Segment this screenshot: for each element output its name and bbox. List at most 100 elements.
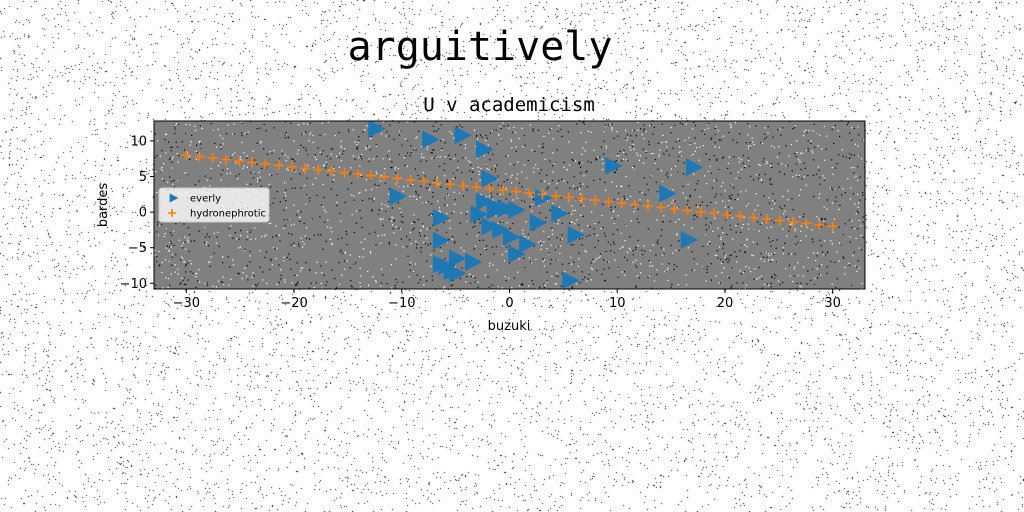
scatter-point-hydronephrotic xyxy=(761,214,772,225)
scatter-point-everly xyxy=(605,156,623,175)
scatter-point-hydronephrotic xyxy=(497,185,508,196)
x-tick-label: −10 xyxy=(388,296,415,311)
scatter-point-hydronephrotic xyxy=(234,156,245,167)
scatter-point-everly xyxy=(502,228,521,247)
scatter-point-hydronephrotic xyxy=(748,212,759,223)
x-axis-label: buzuki xyxy=(488,319,531,334)
scatter-point-everly xyxy=(659,184,677,203)
scatter-point-everly xyxy=(481,169,499,188)
scatter-point-hydronephrotic xyxy=(550,190,561,201)
scatter-point-everly xyxy=(567,225,585,244)
scatter-point-hydronephrotic xyxy=(656,202,667,213)
scatter-point-hydronephrotic xyxy=(590,195,601,206)
scatter-point-hydronephrotic xyxy=(418,176,429,187)
x-tick-label: 0 xyxy=(505,296,513,311)
scatter-point-hydronephrotic xyxy=(629,199,640,210)
scatter-point-everly xyxy=(562,271,580,289)
scatter-point-hydronephrotic xyxy=(563,192,574,203)
scatter-point-everly xyxy=(449,249,467,268)
legend-box xyxy=(158,187,270,223)
scatter-point-everly xyxy=(519,235,537,254)
x-tick-label: 10 xyxy=(609,296,626,311)
scatter-point-everly xyxy=(389,187,408,206)
chart-title: U v academicism xyxy=(423,94,595,116)
scatter-point-hydronephrotic xyxy=(577,193,587,204)
scatter-point-everly xyxy=(680,230,699,249)
scatter-point-hydronephrotic xyxy=(484,183,495,194)
scatter-point-hydronephrotic xyxy=(827,221,838,232)
scatter-point-hydronephrotic xyxy=(695,206,706,217)
scatter-point-hydronephrotic xyxy=(405,174,416,185)
scatter-point-hydronephrotic xyxy=(260,158,271,169)
scatter-point-everly xyxy=(432,208,451,227)
scatter-point-hydronephrotic xyxy=(524,187,535,198)
y-axis: −10 −5 0 5 10 xyxy=(120,134,154,292)
scatter-point-everly xyxy=(551,204,569,223)
scatter-point-everly xyxy=(486,197,505,216)
scatter-point-hydronephrotic xyxy=(643,200,654,211)
x-tick-label: 30 xyxy=(824,296,841,311)
scatter-point-hydronephrotic xyxy=(207,153,218,164)
y-tick-label: −5 xyxy=(128,241,147,256)
scatter-point-hydronephrotic xyxy=(273,160,284,171)
scatter-point-hydronephrotic xyxy=(352,169,363,180)
scatter-point-hydronephrotic xyxy=(788,217,799,228)
scatter-point-hydronephrotic xyxy=(603,196,614,207)
scatter-point-everly xyxy=(475,140,494,159)
x-axis: −30 −20 −10 0 10 20 30 xyxy=(173,289,841,311)
scatter-point-everly xyxy=(454,126,472,145)
scatter-point-everly xyxy=(508,200,526,219)
scatter-point-hydronephrotic xyxy=(537,189,548,200)
scatter-point-hydronephrotic xyxy=(471,182,482,193)
legend-label: everly xyxy=(190,194,221,205)
scatter-point-hydronephrotic xyxy=(708,208,719,219)
scatter-point-everly xyxy=(508,245,526,264)
y-tick-label: 0 xyxy=(139,206,147,221)
scatter-point-hydronephrotic xyxy=(722,209,733,220)
x-tick-label: −30 xyxy=(173,296,200,311)
x-tick-label: −20 xyxy=(280,296,307,311)
scatter-point-hydronephrotic xyxy=(313,164,324,175)
y-tick-label: 5 xyxy=(139,170,147,185)
scatter-point-hydronephrotic xyxy=(682,205,693,216)
scatter-point-hydronephrotic xyxy=(814,219,825,230)
scatter-point-hydronephrotic xyxy=(801,218,812,229)
scatter-point-hydronephrotic xyxy=(247,157,258,168)
scatter-point-hydronephrotic xyxy=(458,180,469,191)
figure-suptitle: arguitively xyxy=(347,24,613,70)
y-tick-label: 10 xyxy=(130,134,147,149)
legend: everly hydronephrotic xyxy=(158,187,270,223)
scatter-point-hydronephrotic xyxy=(365,170,376,181)
legend-marker-everly xyxy=(169,193,179,203)
scatter-point-everly xyxy=(481,217,499,236)
x-tick-label: 20 xyxy=(717,296,734,311)
scatter-point-hydronephrotic xyxy=(286,161,297,172)
scatter-point-everly xyxy=(470,205,488,224)
scatter-point-hydronephrotic xyxy=(220,154,231,165)
scatter-point-hydronephrotic xyxy=(181,150,192,161)
y-tick-label: −10 xyxy=(120,277,147,292)
scatter-point-hydronephrotic xyxy=(300,163,311,174)
scatter-point-everly xyxy=(449,264,467,283)
scatter-point-hydronephrotic xyxy=(392,173,403,184)
scatter-point-hydronephrotic xyxy=(735,211,746,222)
scatter-point-everly xyxy=(529,213,548,232)
scatter-point-hydronephrotic xyxy=(339,167,350,178)
scatter-point-hydronephrotic xyxy=(326,166,337,177)
scatter-point-everly xyxy=(432,231,451,250)
scatter-point-hydronephrotic xyxy=(445,179,456,190)
legend-marker-hydronephrotic xyxy=(168,209,176,217)
scatter-point-everly xyxy=(686,158,704,177)
scatter-point-hydronephrotic xyxy=(511,186,522,197)
scatter-point-everly xyxy=(475,192,494,211)
y-axis-label: bardes xyxy=(96,183,111,228)
legend-label: hydronephrotic xyxy=(190,209,266,220)
scatter-point-everly xyxy=(368,121,386,138)
scatter-point-everly xyxy=(535,188,553,207)
scatter-point-hydronephrotic xyxy=(379,171,390,182)
scatter-point-everly xyxy=(492,220,510,239)
scatter-point-hydronephrotic xyxy=(774,215,785,226)
data-marks xyxy=(181,121,838,289)
scatter-point-everly xyxy=(422,130,440,149)
